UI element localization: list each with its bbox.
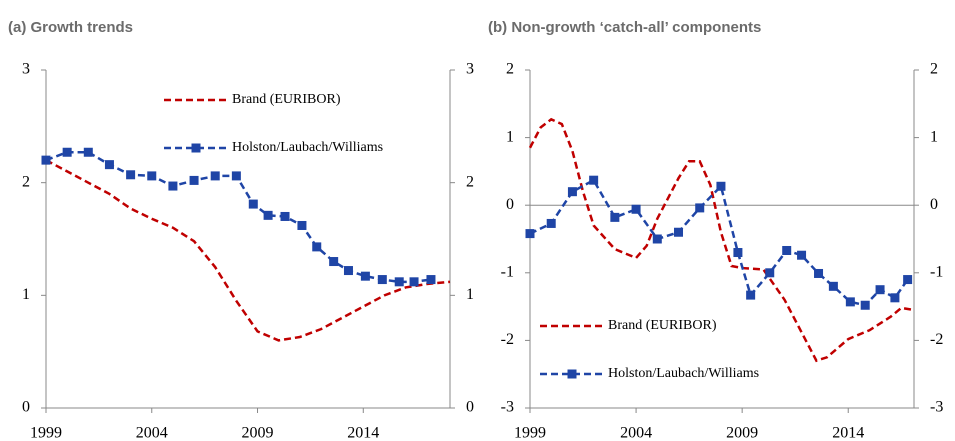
series-marker <box>147 171 157 181</box>
series-marker <box>409 277 419 287</box>
y-tick-label: 0 <box>506 196 514 213</box>
series-marker <box>104 160 114 170</box>
x-tick-label: 2014 <box>347 425 379 441</box>
x-tick-label: 1999 <box>514 425 546 441</box>
series-marker <box>845 297 855 307</box>
y-tick-label: 3 <box>22 61 30 78</box>
series-marker <box>695 203 705 213</box>
y-tick-label-right: -1 <box>930 263 943 280</box>
series-marker <box>189 175 199 185</box>
series-marker <box>716 181 726 191</box>
y-tick-label: -3 <box>501 399 514 416</box>
series-marker <box>360 271 370 281</box>
series-marker <box>312 242 322 252</box>
series-marker <box>126 170 136 180</box>
x-tick-label: 2009 <box>726 425 758 441</box>
series-marker <box>248 199 258 209</box>
y-tick-label-right: 1 <box>930 128 938 145</box>
x-tick-label: 2009 <box>242 425 274 441</box>
y-tick-label-right: -2 <box>930 331 943 348</box>
chart-title: (a) Growth trends <box>8 19 133 36</box>
series-marker <box>525 229 535 239</box>
series-marker <box>231 171 241 181</box>
y-tick-label: 1 <box>22 286 30 303</box>
series-marker <box>797 250 807 260</box>
series-marker <box>733 248 743 258</box>
series-marker <box>631 204 641 214</box>
series-marker <box>567 187 577 197</box>
series-marker <box>210 171 220 181</box>
series-line <box>529 178 909 307</box>
series-line <box>45 159 451 342</box>
series-marker <box>168 181 178 191</box>
series-marker <box>828 281 838 291</box>
y-tick-label: -2 <box>501 331 514 348</box>
y-tick-label-right: 3 <box>466 61 474 78</box>
series-line <box>45 150 432 284</box>
series-marker <box>860 300 870 310</box>
series-marker <box>746 290 756 300</box>
legend-marker <box>567 369 577 379</box>
series-marker <box>903 275 913 285</box>
series-marker <box>546 218 556 228</box>
y-tick-label: 2 <box>506 61 514 78</box>
series-marker <box>297 220 307 230</box>
series-marker <box>814 268 824 278</box>
legend-label: Holston/Laubach/Williams <box>232 140 383 155</box>
series-marker <box>875 285 885 295</box>
legend-label: Brand (EURIBOR) <box>232 92 341 107</box>
x-tick-label: 2004 <box>620 425 652 441</box>
series-line <box>528 117 915 363</box>
series-marker <box>62 147 72 157</box>
legend-marker <box>191 143 201 153</box>
y-tick-label: 0 <box>22 399 30 416</box>
series-marker <box>263 210 273 220</box>
y-tick-label-right: 0 <box>466 399 474 416</box>
y-tick-label-right: 1 <box>466 286 474 303</box>
series-marker <box>765 268 775 278</box>
series-marker <box>41 155 51 165</box>
series-marker <box>343 266 353 276</box>
y-tick-label-right: -3 <box>930 399 943 416</box>
y-tick-label: 1 <box>506 128 514 145</box>
series-marker <box>890 293 900 303</box>
y-tick-label-right: 2 <box>930 61 938 78</box>
y-tick-label: -1 <box>501 263 514 280</box>
series-marker <box>426 275 436 285</box>
series-marker <box>377 275 387 285</box>
series-marker <box>610 212 620 222</box>
x-tick-label: 2014 <box>832 425 864 441</box>
series-marker <box>782 245 792 255</box>
legend-label: Holston/Laubach/Williams <box>608 366 759 381</box>
series-marker <box>674 227 684 237</box>
y-tick-label-right: 2 <box>466 173 474 190</box>
x-tick-label: 2004 <box>136 425 168 441</box>
series-marker <box>280 211 290 221</box>
y-tick-label: 2 <box>22 173 30 190</box>
y-tick-label-right: 0 <box>930 196 938 213</box>
series-marker <box>329 257 339 267</box>
legend-label: Brand (EURIBOR) <box>608 318 717 333</box>
series-marker <box>589 175 599 185</box>
series-marker <box>394 277 404 287</box>
x-tick-label: 1999 <box>30 425 62 441</box>
chart-title: (b) Non-growth ‘catch-all’ components <box>488 19 761 36</box>
series-marker <box>83 147 93 157</box>
series-marker <box>652 234 662 244</box>
